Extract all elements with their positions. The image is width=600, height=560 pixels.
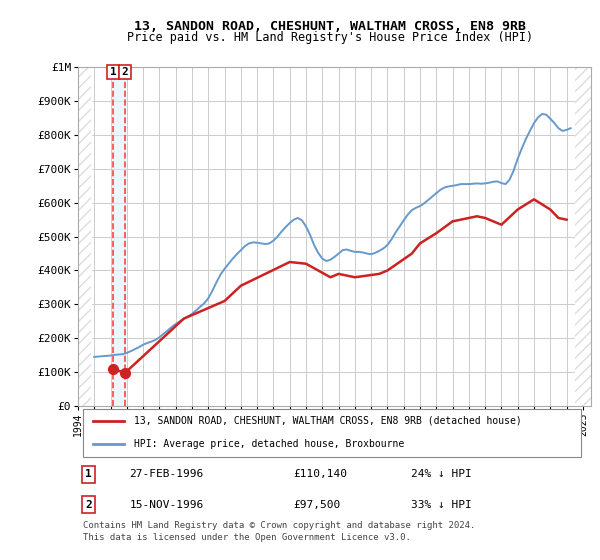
Text: 33% ↓ HPI: 33% ↓ HPI	[412, 500, 472, 510]
Text: HPI: Average price, detached house, Broxbourne: HPI: Average price, detached house, Brox…	[134, 440, 404, 449]
Text: 13, SANDON ROAD, CHESHUNT, WALTHAM CROSS, EN8 9RB (detached house): 13, SANDON ROAD, CHESHUNT, WALTHAM CROSS…	[134, 416, 522, 426]
FancyBboxPatch shape	[83, 409, 581, 456]
Text: 15-NOV-1996: 15-NOV-1996	[130, 500, 203, 510]
Text: £110,140: £110,140	[293, 469, 347, 479]
Text: £97,500: £97,500	[293, 500, 341, 510]
Text: 24% ↓ HPI: 24% ↓ HPI	[412, 469, 472, 479]
Text: 27-FEB-1996: 27-FEB-1996	[130, 469, 203, 479]
Bar	[575, 67, 591, 406]
Text: 1: 1	[85, 469, 92, 479]
Text: 2: 2	[122, 67, 128, 77]
Text: 13, SANDON ROAD, CHESHUNT, WALTHAM CROSS, EN8 9RB: 13, SANDON ROAD, CHESHUNT, WALTHAM CROSS…	[134, 20, 526, 32]
Text: 1: 1	[110, 67, 116, 77]
Text: Contains HM Land Registry data © Crown copyright and database right 2024.
This d: Contains HM Land Registry data © Crown c…	[83, 521, 476, 542]
Bar	[78, 67, 91, 406]
Text: 2: 2	[85, 500, 92, 510]
Bar	[113, 67, 125, 406]
Bar	[575, 67, 591, 406]
Text: Price paid vs. HM Land Registry's House Price Index (HPI): Price paid vs. HM Land Registry's House …	[127, 31, 533, 44]
Bar	[78, 67, 91, 406]
